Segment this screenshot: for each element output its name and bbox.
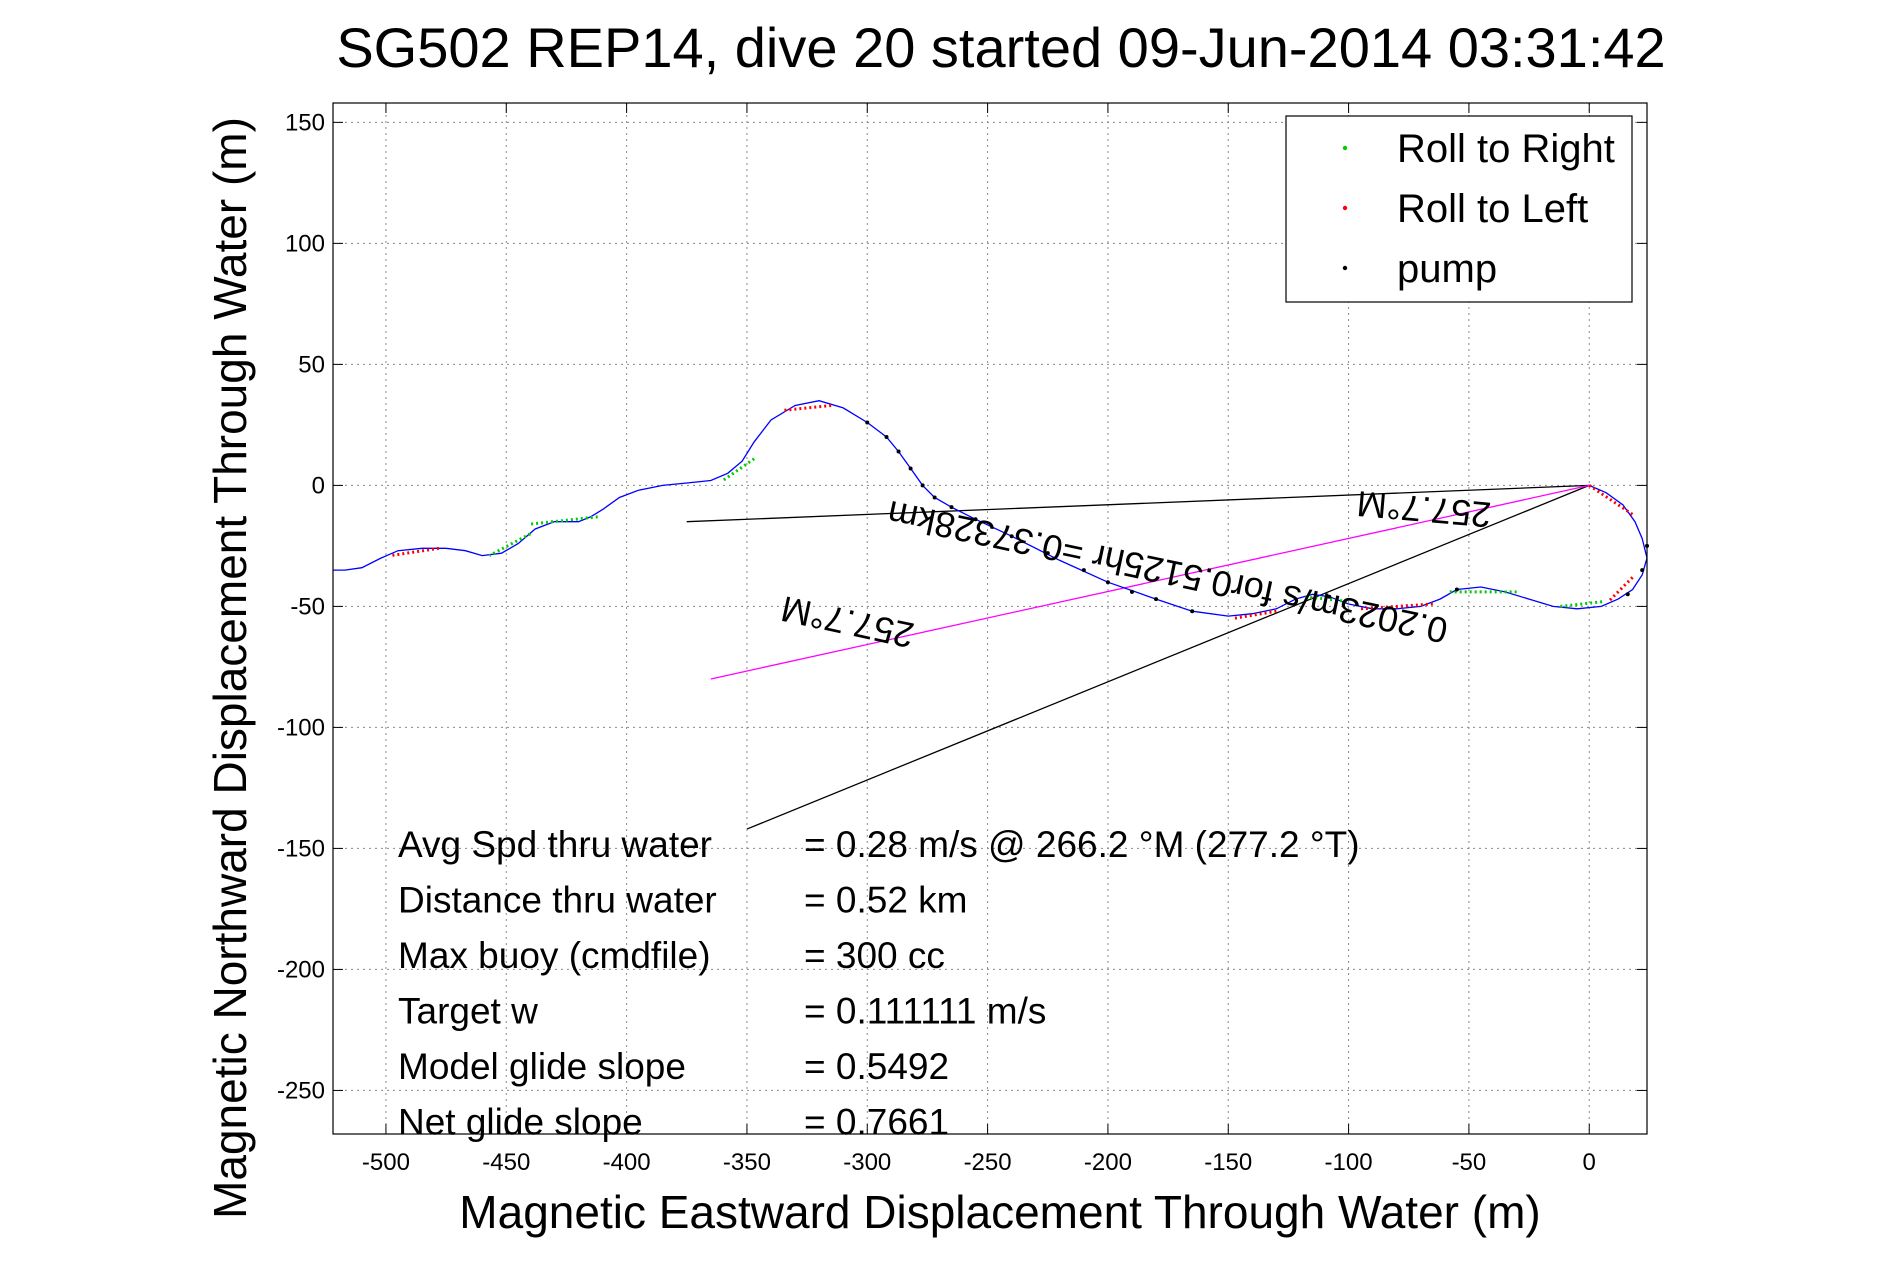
- pump-marker: [1009, 534, 1014, 539]
- grid-lines: [333, 103, 1647, 1134]
- stat-label: Model glide slope: [398, 1046, 686, 1087]
- roll-left-segment: [1360, 602, 1433, 611]
- roll-right-segment: [1560, 600, 1604, 608]
- pump-marker: [949, 505, 954, 510]
- reference-line: [710, 484, 1590, 680]
- roll-left-segment: [1607, 576, 1634, 603]
- x-tick-label: -100: [1325, 1149, 1373, 1176]
- y-tick-label: 50: [298, 351, 325, 378]
- roll-left-segment: [390, 546, 440, 558]
- stat-value: = 0.5492: [804, 1046, 949, 1087]
- pump-marker: [908, 466, 913, 471]
- stat-value: = 0.7661: [804, 1102, 949, 1143]
- y-axis-label: Magnetic Northward Displacement Through …: [204, 117, 256, 1219]
- pump-marker: [1081, 568, 1086, 573]
- stat-label: Net glide slope: [398, 1102, 643, 1143]
- x-tick-label: -250: [964, 1149, 1012, 1176]
- stat-label: Max buoy (cmdfile): [398, 935, 711, 976]
- roll-left-segment: [1588, 484, 1634, 516]
- track-line: [333, 400, 1648, 617]
- x-tick-label: -350: [723, 1149, 771, 1176]
- glider-track: [333, 400, 1648, 617]
- x-tick-label: -200: [1084, 1149, 1132, 1176]
- stats-block: Avg Spd thru water = 0.28 m/s @ 266.2 °M …: [398, 824, 1360, 1143]
- pump-marker: [896, 449, 901, 454]
- reference-line: [686, 484, 1590, 523]
- legend-marker: [1342, 265, 1348, 271]
- pump-marker: [884, 434, 889, 439]
- pump-marker: [1454, 587, 1459, 592]
- y-tick-label: 0: [312, 472, 325, 499]
- pump-marker: [932, 495, 937, 500]
- stat-value: = 0.111111 m/s: [804, 991, 1046, 1032]
- x-tick-label: -150: [1204, 1149, 1252, 1176]
- roll-right-segment: [530, 515, 598, 526]
- y-tick-label: -50: [290, 593, 325, 620]
- reference-line: [746, 484, 1590, 830]
- roll-left-segment: [782, 404, 832, 412]
- stat-label: Avg Spd thru water: [398, 824, 712, 865]
- legend-label: pump: [1397, 247, 1497, 291]
- x-axis-label: Magnetic Eastward Displacement Through W…: [459, 1186, 1540, 1238]
- y-tick-label: 150: [285, 109, 325, 136]
- roll-right-segment: [722, 457, 756, 482]
- stat-label: Target w: [398, 991, 538, 1032]
- roll-right-segment: [1305, 595, 1349, 604]
- x-tick-label: -400: [603, 1149, 651, 1176]
- stat-value: = 0.52 km: [804, 880, 968, 921]
- pump-marker: [1190, 609, 1195, 614]
- roll-markers: [390, 404, 1634, 620]
- legend: Roll to Right Roll to Left pump: [1285, 115, 1633, 303]
- legend-label: Roll to Left: [1397, 187, 1588, 231]
- y-tick-label: -200: [277, 956, 325, 983]
- pump-marker: [1154, 597, 1159, 602]
- pump-marker: [865, 420, 870, 425]
- pump-marker: [1640, 568, 1645, 573]
- y-tick-label: -250: [277, 1077, 325, 1104]
- x-tick-label: -300: [843, 1149, 891, 1176]
- stat-label: Distance thru water: [398, 880, 717, 921]
- axis-ticks: -500 -450 -400 -350 -300 -250 -200 -150 -100 -50 0…: [277, 103, 1647, 1176]
- legend-label: Roll to Right: [1397, 127, 1615, 171]
- pump-marker: [1625, 592, 1630, 597]
- x-tick-label: -500: [362, 1149, 410, 1176]
- y-tick-label: -150: [277, 835, 325, 862]
- y-tick-label: 100: [285, 230, 325, 257]
- x-tick-label: -50: [1452, 1149, 1487, 1176]
- pump-marker: [1327, 594, 1332, 599]
- pump-marker: [1129, 589, 1134, 594]
- pump-marker: [920, 483, 925, 488]
- roll-left-segment: [1232, 609, 1277, 620]
- legend-marker: [1342, 205, 1348, 211]
- x-tick-label: 0: [1583, 1149, 1596, 1176]
- pump-marker: [1045, 551, 1050, 556]
- plot-frame: [332, 102, 1648, 1135]
- chart-title: SG502 REP14, dive 20 started 09-Jun-2014…: [336, 16, 1665, 79]
- reference-lines: [686, 484, 1590, 830]
- pump-marker: [1105, 580, 1110, 585]
- stat-value: = 300 cc: [804, 935, 945, 976]
- legend-marker: [1342, 145, 1348, 151]
- stat-value: = 0.28 m/s @ 266.2 °M (277.2 °T): [804, 824, 1360, 865]
- x-tick-label: -450: [482, 1149, 530, 1176]
- pump-marker: [973, 517, 978, 522]
- y-tick-label: -100: [277, 714, 325, 741]
